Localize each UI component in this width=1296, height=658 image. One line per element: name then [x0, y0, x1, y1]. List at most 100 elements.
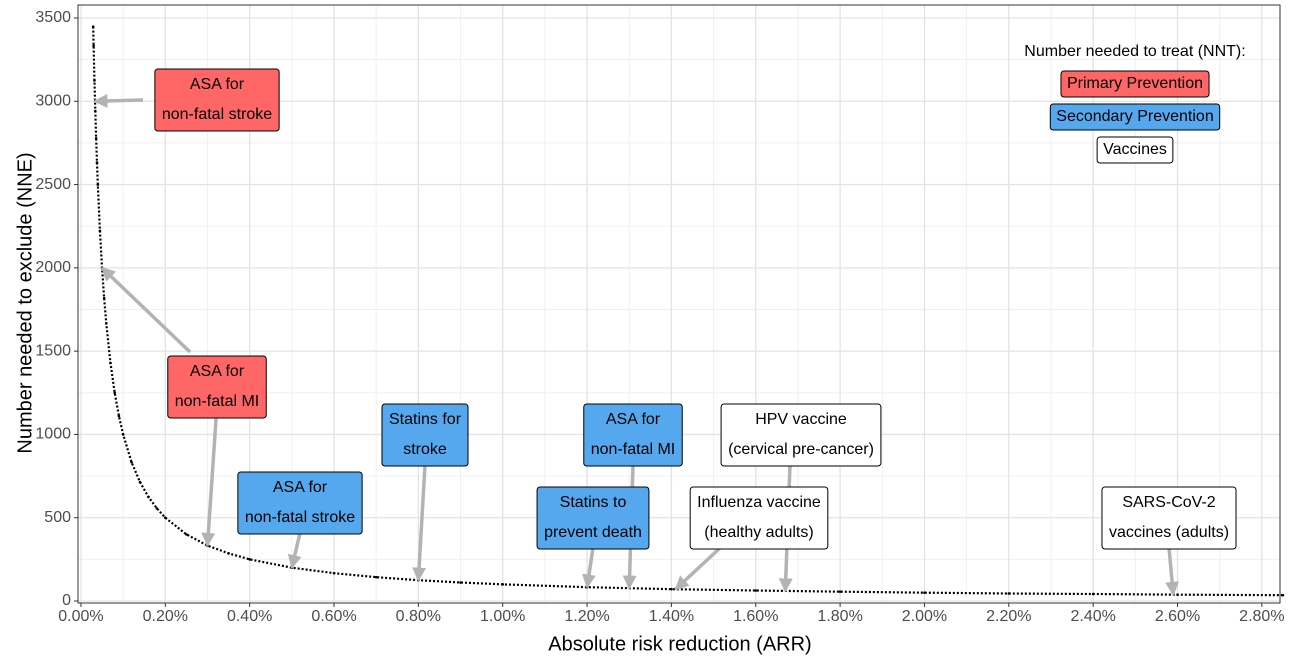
y-tick-label: 0	[62, 592, 71, 609]
point	[227, 552, 230, 555]
point	[109, 361, 112, 365]
y-tick-label: 2500	[35, 176, 71, 193]
annotation-label: ASA for non-fatal MI	[167, 355, 267, 419]
x-tick-label: 2.00%	[902, 608, 947, 625]
point	[121, 433, 125, 436]
annotations: ASA for non-fatal stroke ASA for non-fatal …	[154, 68, 1237, 550]
point	[96, 183, 100, 186]
annotation-text: prevent death	[544, 524, 642, 541]
curve	[92, 26, 1283, 597]
point	[501, 583, 505, 586]
annotation-text: HPV vaccine	[755, 411, 847, 428]
point	[91, 25, 95, 28]
annotation-text: Influenza vaccine	[697, 494, 821, 511]
point	[248, 558, 251, 561]
point	[670, 587, 673, 591]
point	[113, 391, 116, 395]
x-axis-title: Absolute risk reduction (ARR)	[548, 633, 811, 655]
legend-label: Secondary Prevention	[1056, 108, 1213, 125]
annotation-text: ASA for	[190, 363, 245, 380]
panel-border	[77, 4, 1281, 604]
point	[838, 590, 842, 593]
annotation-box	[154, 68, 280, 132]
annotation-label: Influenza vaccine (healthy adults)	[689, 486, 829, 550]
point	[92, 44, 95, 48]
annotation-text: non-fatal stroke	[162, 106, 272, 123]
annotation-label: ASA for non-fatal MI	[583, 403, 683, 467]
annotation-text: Statins for	[389, 411, 462, 428]
annotation-label: HPV vaccine (cervical pre-cancer)	[720, 403, 882, 467]
annotation-text: vaccines (adults)	[1109, 524, 1229, 541]
point	[138, 480, 142, 484]
point	[93, 109, 97, 113]
x-tick-label: 1.00%	[480, 608, 525, 625]
x-tick-label: 2.40%	[1070, 608, 1115, 625]
point	[1176, 593, 1179, 596]
annotation-arrow	[201, 404, 219, 547]
annotation-arrow	[674, 546, 722, 591]
annotation-text: ASA for	[273, 479, 328, 496]
annotation-text: ASA for	[606, 411, 661, 428]
point	[98, 229, 102, 233]
y-tick-label: 2000	[35, 259, 71, 276]
plot	[91, 25, 1285, 597]
y-tick-label: 3500	[35, 9, 71, 26]
annotation-box	[167, 355, 267, 419]
x-tick-label: 1.60%	[733, 608, 778, 625]
annotation-label: Statins to prevent death	[536, 486, 650, 550]
legend: Number needed to treat (NNT): Primary Pre…	[1024, 43, 1246, 164]
annotation-box	[381, 403, 469, 467]
point	[185, 533, 188, 536]
legend-swatch	[1060, 70, 1210, 98]
point	[374, 575, 378, 579]
point	[332, 571, 336, 575]
annotation-text: SARS-CoV-2	[1122, 494, 1215, 511]
legend-swatch	[1096, 136, 1174, 164]
annotation-arrow	[1165, 547, 1180, 596]
point	[93, 79, 96, 82]
point	[1091, 592, 1095, 596]
x-tick-label: 2.20%	[986, 608, 1031, 625]
point	[923, 591, 926, 594]
legend-label: Primary Prevention	[1067, 75, 1203, 92]
y-tick-label: 3000	[35, 92, 71, 109]
annotation-arrow	[93, 93, 144, 108]
point	[147, 495, 150, 499]
annotation-arrow	[100, 266, 192, 354]
annotation-arrow	[287, 532, 302, 570]
point	[754, 589, 758, 592]
annotation-text: non-fatal stroke	[245, 509, 355, 526]
annotation-arrow	[582, 547, 596, 589]
point	[117, 414, 121, 418]
y-axis-title: Number needed to exclude (NNE)	[14, 152, 36, 453]
x-tick-label: 0.60%	[311, 608, 356, 625]
annotation-text: (healthy adults)	[704, 524, 813, 541]
y-tick-label: 1500	[35, 342, 71, 359]
point	[164, 516, 167, 520]
y-tick-label: 1000	[35, 426, 71, 443]
annotation-text: (cervical pre-cancer)	[728, 441, 874, 458]
legend-title: Number needed to treat (NNT):	[1024, 43, 1245, 60]
annotation-label: SARS-CoV-2 vaccines (adults)	[1101, 486, 1237, 550]
annotation-arrow	[412, 464, 427, 582]
x-tick-label: 1.80%	[817, 608, 862, 625]
x-tick-label: 1.40%	[649, 608, 694, 625]
annotation-text: non-fatal MI	[175, 393, 259, 410]
x-tick-label: 2.60%	[1155, 608, 1200, 625]
x-tick-label: 0.80%	[396, 608, 441, 625]
point	[1281, 593, 1285, 597]
point	[1007, 592, 1011, 595]
annotation-text: Statins to	[560, 494, 627, 511]
point	[459, 581, 462, 584]
annotation-label: ASA for non-fatal stroke	[154, 68, 280, 132]
annotation-box	[1101, 486, 1237, 550]
annotation-box	[536, 486, 650, 550]
annotation-label: ASA for non-fatal stroke	[237, 471, 363, 535]
annotation-box	[237, 471, 363, 535]
x-tick-label: 2.80%	[1239, 608, 1284, 625]
point	[155, 507, 159, 510]
annotation-box	[583, 403, 683, 467]
legend-label: Vaccines	[1103, 141, 1167, 158]
annotation-label: Statins for stroke	[381, 403, 469, 467]
